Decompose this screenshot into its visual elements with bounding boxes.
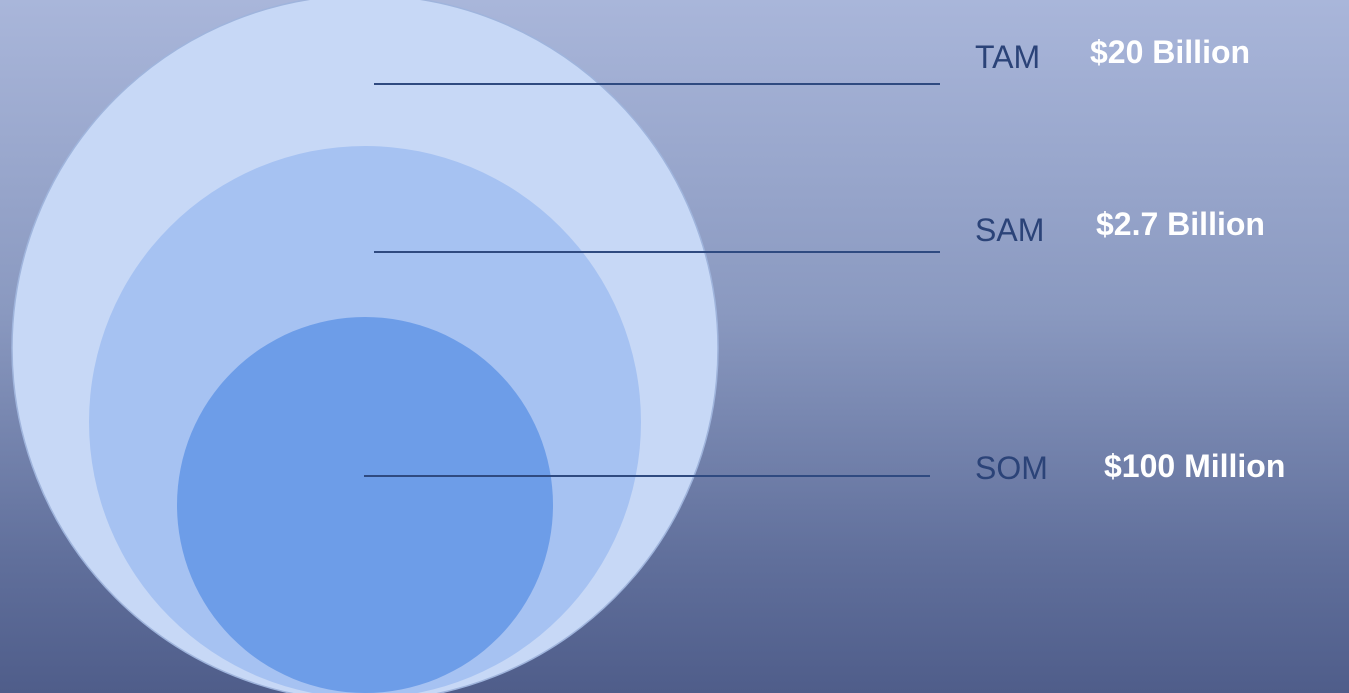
som-value: $100 Million	[1104, 448, 1286, 484]
tam-label: TAM	[975, 39, 1041, 75]
sam-label: SAM	[975, 212, 1045, 248]
tam-value: $20 Billion	[1090, 34, 1251, 70]
sam-value: $2.7 Billion	[1096, 206, 1265, 242]
som-label: SOM	[975, 450, 1048, 486]
som-circle	[177, 317, 553, 693]
